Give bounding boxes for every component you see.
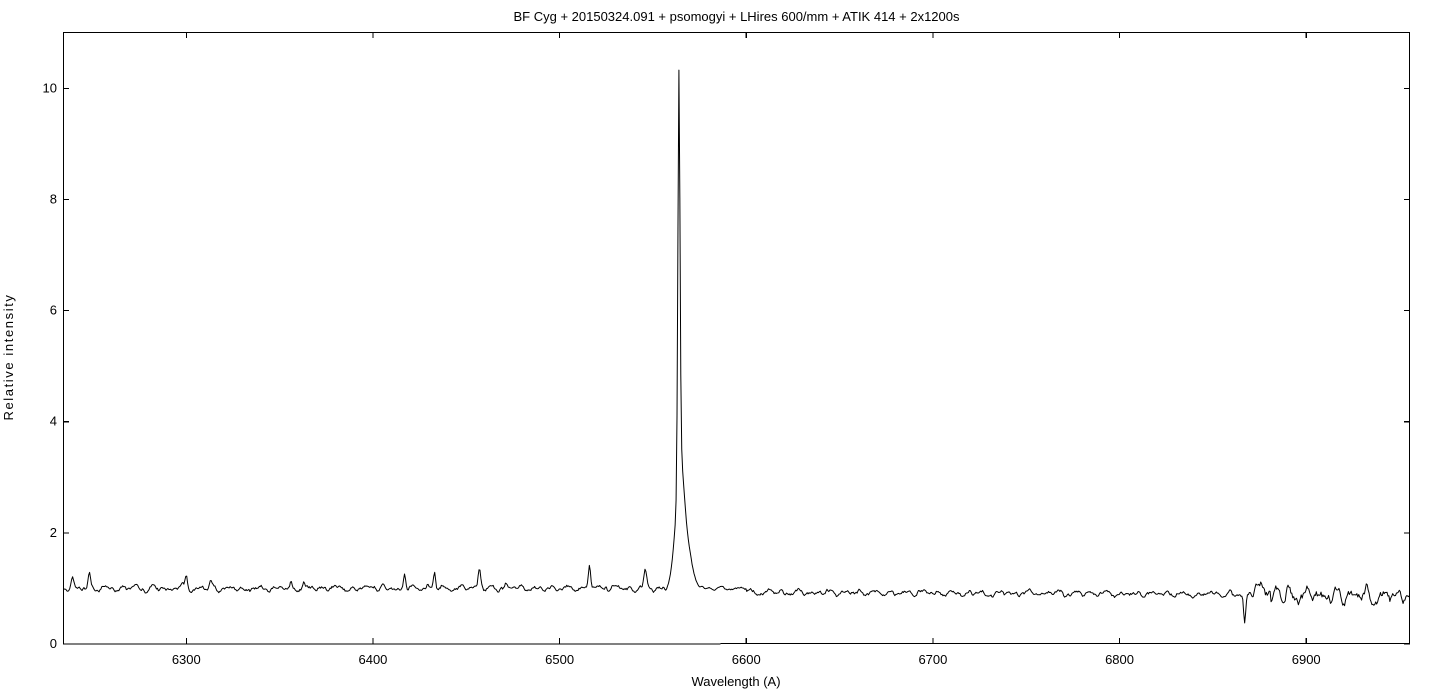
svg-text:6800: 6800 (1105, 652, 1134, 667)
svg-text:8: 8 (50, 191, 57, 206)
svg-text:2: 2 (50, 525, 57, 540)
svg-text:6400: 6400 (358, 652, 387, 667)
svg-text:0: 0 (50, 636, 57, 651)
svg-text:6700: 6700 (918, 652, 947, 667)
svg-text:6300: 6300 (172, 652, 201, 667)
svg-text:4: 4 (50, 414, 57, 429)
svg-text:6: 6 (50, 303, 57, 318)
svg-text:6900: 6900 (1292, 652, 1321, 667)
svg-text:10: 10 (43, 80, 57, 95)
svg-text:6500: 6500 (545, 652, 574, 667)
svg-text:6600: 6600 (732, 652, 761, 667)
